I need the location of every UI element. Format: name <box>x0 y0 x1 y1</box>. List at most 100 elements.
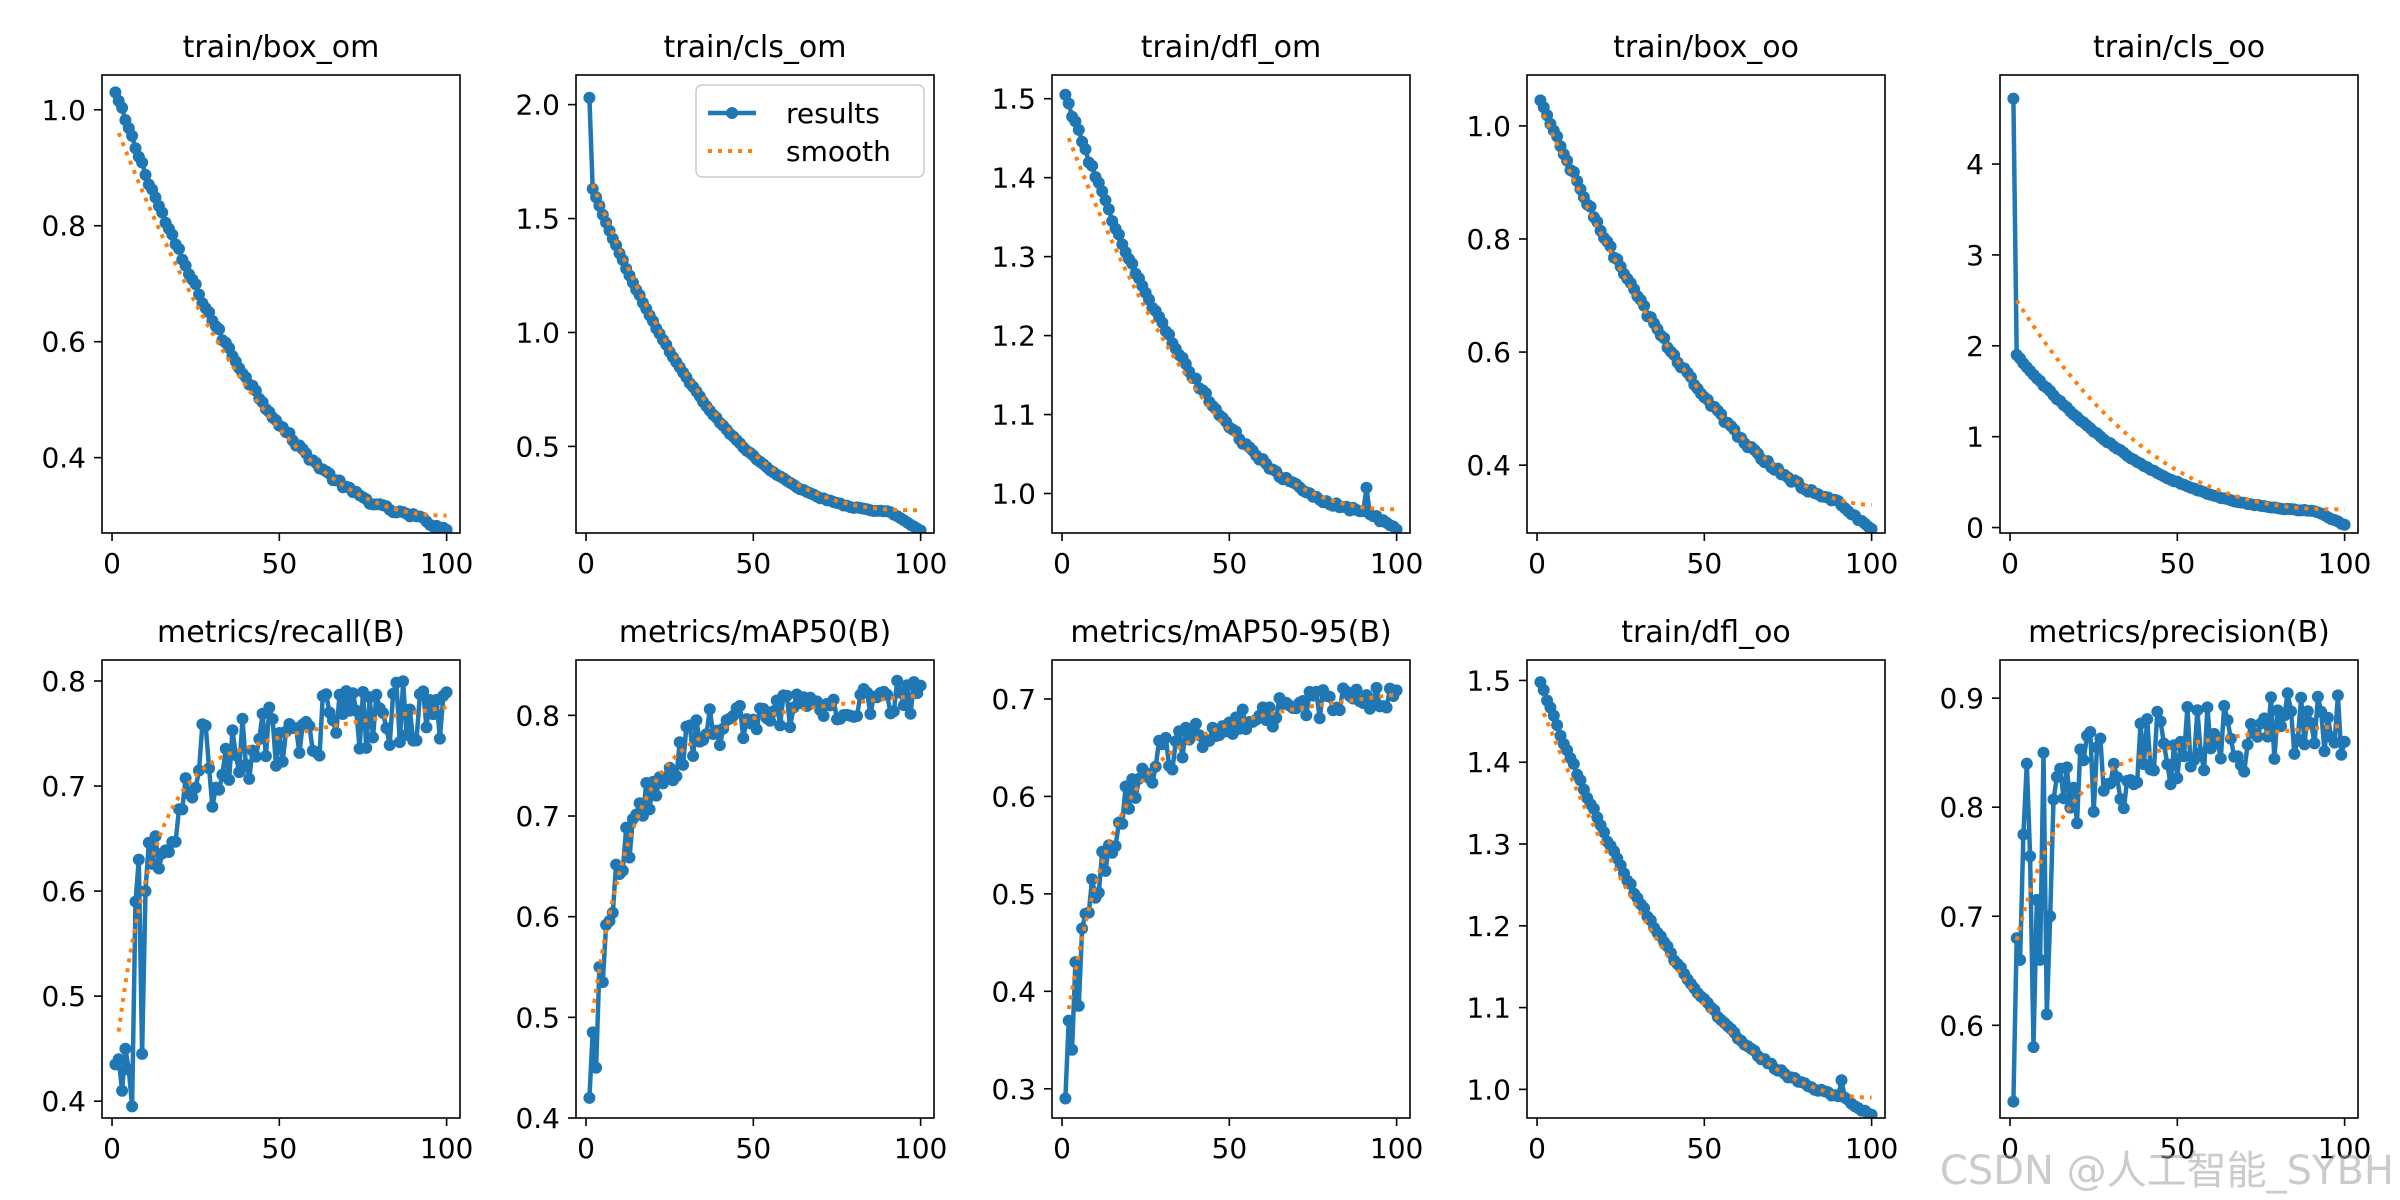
watermark-text: CSDN @人工智能_SYBH <box>1939 1148 2394 1194</box>
results-point <box>1129 791 1142 804</box>
y-tick-label: 1.0 <box>1466 110 1511 143</box>
y-tick-label: 0.8 <box>41 665 86 698</box>
results-point <box>1865 523 1878 533</box>
x-tick-label: 100 <box>1370 1132 1423 1165</box>
results-point <box>1169 735 1182 748</box>
results-point <box>2191 704 2204 717</box>
y-tick-label: 1.3 <box>1466 828 1511 861</box>
results-point <box>126 1100 139 1113</box>
results-point <box>420 721 433 734</box>
x-tick-label: 0 <box>577 1132 595 1165</box>
x-tick-label: 100 <box>2318 1132 2371 1165</box>
results-point <box>263 701 276 714</box>
results-point <box>350 704 363 717</box>
y-tick-label: 0.8 <box>1466 223 1511 256</box>
y-tick-label: 0.7 <box>515 800 560 833</box>
results-point <box>330 726 343 739</box>
results-point <box>2275 720 2287 733</box>
results-point <box>2111 771 2124 784</box>
results-point <box>2067 781 2080 794</box>
results-point <box>243 772 256 785</box>
results-point <box>173 242 185 255</box>
y-tick-label: 1.0 <box>515 316 560 349</box>
results-point <box>2298 738 2311 751</box>
smooth-series-line <box>116 132 447 518</box>
x-tick-label: 50 <box>262 547 298 580</box>
results-point <box>1112 228 1125 241</box>
results-point <box>116 101 129 114</box>
plot-frame <box>1999 659 2359 1119</box>
plot-frame <box>1526 659 1886 1119</box>
results-point <box>2218 699 2231 712</box>
results-point <box>2244 718 2257 730</box>
legend-results-label: results <box>786 97 880 130</box>
results-point <box>2211 735 2224 747</box>
results-point <box>2178 750 2190 763</box>
results-point <box>2074 743 2087 756</box>
results-point <box>2030 893 2043 906</box>
results-point <box>2024 850 2037 863</box>
results-point <box>1236 703 1249 716</box>
x-tick-label: 50 <box>2160 547 2196 580</box>
results-point <box>149 830 162 843</box>
results-point <box>313 749 326 762</box>
x-tick-label: 0 <box>1528 1132 1546 1165</box>
legend: results smooth <box>695 84 925 178</box>
results-point <box>1079 143 1092 156</box>
y-tick-label: 0.9 <box>1939 682 1984 715</box>
results-point <box>223 773 236 786</box>
results-point <box>2047 793 2060 806</box>
y-tick-label: 1.4 <box>991 162 1036 195</box>
plot-frame <box>1051 659 1411 1119</box>
results-point <box>750 723 763 736</box>
results-point <box>1360 481 1373 494</box>
results-point <box>2114 793 2127 805</box>
results-point <box>2087 805 2100 818</box>
x-tick-label: 0 <box>2001 1132 2019 1165</box>
results-point <box>2308 737 2321 750</box>
results-point <box>774 719 787 732</box>
results-point <box>152 862 165 875</box>
results-point <box>620 821 633 834</box>
results-point <box>1313 712 1326 725</box>
y-tick-label: 1.1 <box>1466 992 1511 1025</box>
results-point <box>2154 715 2167 728</box>
results-point <box>2171 772 2184 785</box>
y-tick-label: 0.4 <box>41 1085 86 1118</box>
results-point <box>1059 1092 1072 1105</box>
results-point <box>226 724 239 737</box>
results-point <box>1189 372 1202 385</box>
y-tick-label: 2.0 <box>515 89 560 122</box>
results-point <box>2328 736 2341 749</box>
plot-frame <box>1526 74 1886 534</box>
results-point <box>1263 701 1276 714</box>
y-tick-label: 0.6 <box>991 780 1036 813</box>
results-point <box>266 713 279 726</box>
results-point <box>1567 758 1580 770</box>
results-point <box>2071 817 2083 830</box>
results-point <box>2007 92 2020 105</box>
chart-panel: metrics/mAP50-95(B) 0 50 100 0.3 0.4 0.5 0.6 0.7 <box>991 615 1423 1165</box>
results-point <box>2084 726 2097 738</box>
x-tick-label: 50 <box>736 547 772 580</box>
results-point <box>2117 802 2130 815</box>
x-tick-label: 50 <box>1212 1132 1248 1165</box>
results-point <box>132 853 145 866</box>
results-point <box>360 741 373 754</box>
x-tick-label: 50 <box>1687 547 1723 580</box>
results-point <box>203 762 216 775</box>
y-tick-label: 1.1 <box>991 399 1036 432</box>
results-point <box>1333 704 1346 717</box>
results-point <box>1300 709 1313 722</box>
y-tick-label: 0.3 <box>991 1073 1036 1106</box>
x-tick-label: 50 <box>2160 1132 2196 1165</box>
y-tick-label: 0.6 <box>41 875 86 908</box>
results-point <box>320 688 333 701</box>
smooth-series-line <box>590 183 921 513</box>
results-point <box>206 800 219 813</box>
results-point <box>673 736 686 749</box>
y-tick-label: 0.6 <box>1466 336 1511 369</box>
results-point <box>733 699 746 712</box>
y-tick-label: 0.7 <box>1939 900 1984 933</box>
results-point <box>253 733 266 745</box>
